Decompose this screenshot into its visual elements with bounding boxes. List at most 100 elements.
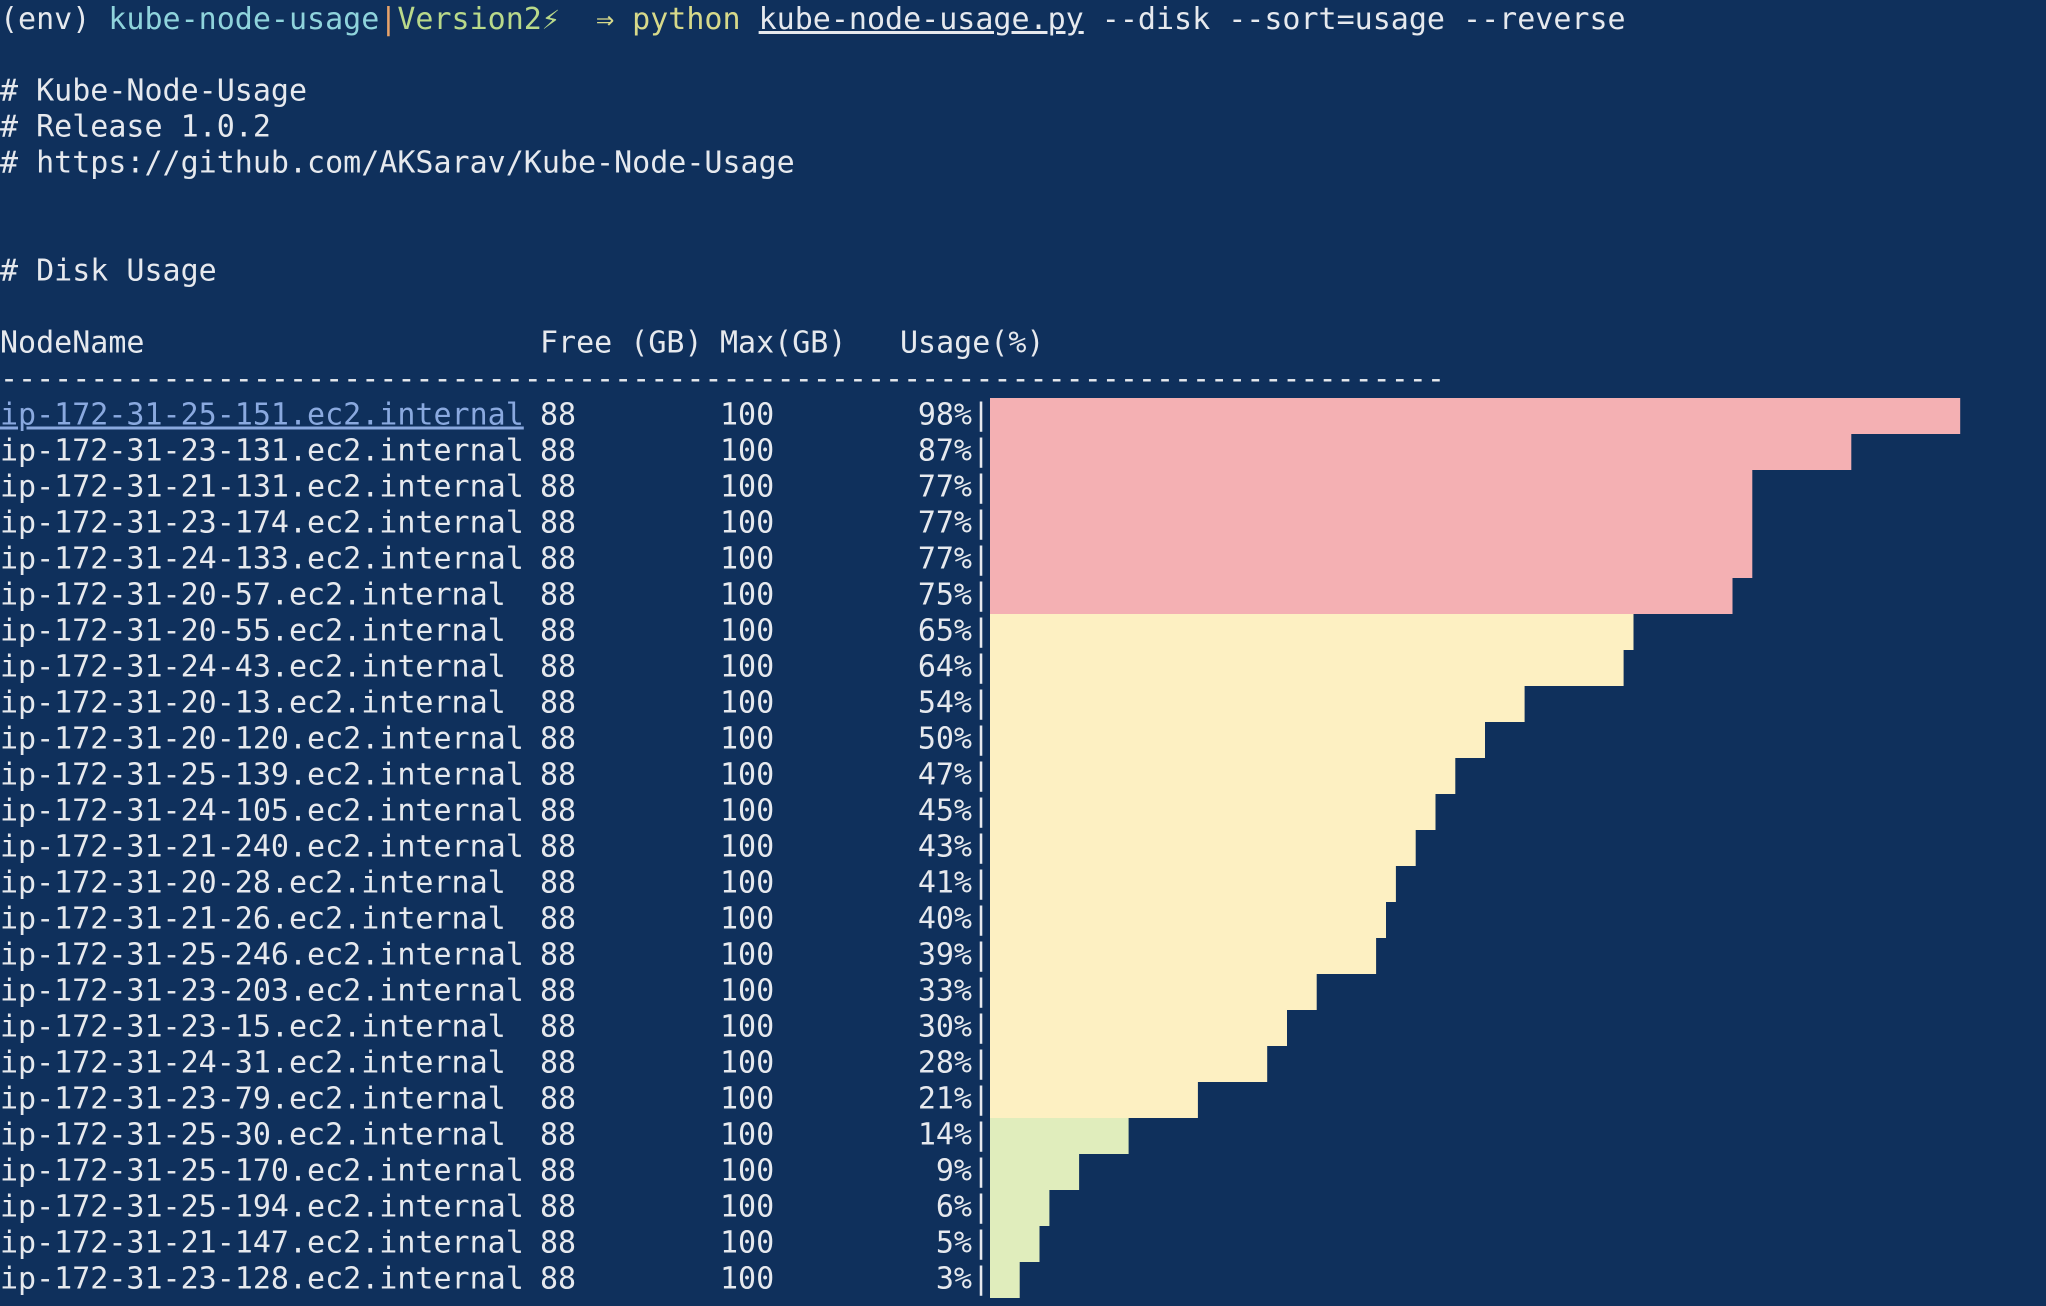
max-gb: 100 [720, 1046, 774, 1081]
section-title: # Disk Usage [0, 254, 217, 289]
max-gb: 100 [720, 434, 774, 469]
banner-line: # https://github.com/AKSarav/Kube-Node-U… [0, 146, 795, 181]
free-gb: 88 [540, 1226, 576, 1261]
max-gb: 100 [720, 1190, 774, 1225]
env: (env) [0, 2, 90, 37]
max-gb: 100 [720, 830, 774, 865]
node-name: ip-172-31-25-30.ec2.internal [0, 1118, 506, 1153]
free-gb: 88 [540, 1118, 576, 1153]
max-gb: 100 [720, 758, 774, 793]
bar-edge: | [972, 506, 990, 541]
free-gb: 88 [540, 1190, 576, 1225]
node-name: ip-172-31-20-13.ec2.internal [0, 686, 506, 721]
free-gb: 88 [540, 578, 576, 613]
bar-edge: | [972, 1082, 990, 1117]
free-gb: 88 [540, 1046, 576, 1081]
usage-bar [990, 542, 1753, 578]
args: --disk --sort=usage --reverse [1102, 2, 1626, 37]
bar-edge: | [972, 542, 990, 577]
usage-label: 28% [918, 1046, 972, 1081]
usage-label: 65% [918, 614, 972, 649]
free-gb: 88 [540, 794, 576, 829]
node-name: ip-172-31-23-174.ec2.internal [0, 506, 524, 541]
usage-bar [990, 794, 1436, 830]
usage-bar [990, 1082, 1198, 1118]
usage-bar [990, 506, 1753, 542]
usage-bar [990, 1190, 1050, 1226]
usage-bar [990, 866, 1396, 902]
max-gb: 100 [720, 578, 774, 613]
banner-line: # Kube-Node-Usage [0, 74, 307, 109]
header-usage: Usage(%) [900, 326, 1045, 361]
usage-bar [990, 1046, 1268, 1082]
bar-edge: | [972, 614, 990, 649]
usage-label: 47% [918, 758, 972, 793]
bar-edge: | [972, 794, 990, 829]
max-gb: 100 [720, 938, 774, 973]
node-name: ip-172-31-25-246.ec2.internal [0, 938, 524, 973]
bar-edge: | [972, 470, 990, 505]
free-gb: 88 [540, 650, 576, 685]
node-name: ip-172-31-25-151.ec2.internal [0, 398, 524, 433]
script: kube-node-usage.py [759, 2, 1084, 37]
node-name: ip-172-31-23-15.ec2.internal [0, 1010, 506, 1045]
usage-bar [990, 434, 1852, 470]
usage-label: 64% [918, 650, 972, 685]
usage-label: 77% [918, 470, 972, 505]
header-node: NodeName [0, 326, 145, 361]
node-name: ip-172-31-21-131.ec2.internal [0, 470, 524, 505]
node-name: ip-172-31-25-170.ec2.internal [0, 1154, 524, 1189]
free-gb: 88 [540, 1154, 576, 1189]
free-gb: 88 [540, 722, 576, 757]
max-gb: 100 [720, 614, 774, 649]
node-name: ip-172-31-20-57.ec2.internal [0, 578, 506, 613]
usage-bar [990, 470, 1753, 506]
usage-bar [990, 398, 1961, 434]
free-gb: 88 [540, 1010, 576, 1045]
usage-bar [990, 1226, 1040, 1262]
usage-label: 39% [918, 938, 972, 973]
usage-label: 41% [918, 866, 972, 901]
node-name: ip-172-31-24-105.ec2.internal [0, 794, 524, 829]
usage-label: 98% [918, 398, 972, 433]
usage-label: 75% [918, 578, 972, 613]
bar-edge: | [972, 1046, 990, 1081]
usage-label: 9% [936, 1154, 972, 1189]
max-gb: 100 [720, 506, 774, 541]
free-gb: 88 [540, 434, 576, 469]
usage-bar [990, 1154, 1080, 1190]
free-gb: 88 [540, 758, 576, 793]
usage-bar [990, 722, 1485, 758]
usage-bar [990, 974, 1317, 1010]
bar-edge: | [972, 1262, 990, 1297]
separator-line: ----------------------------------------… [0, 362, 1445, 397]
max-gb: 100 [720, 686, 774, 721]
bar-edge: | [972, 866, 990, 901]
bar-edge: | [972, 1226, 990, 1261]
node-name: ip-172-31-23-79.ec2.internal [0, 1082, 506, 1117]
node-name: ip-172-31-25-194.ec2.internal [0, 1190, 524, 1225]
max-gb: 100 [720, 1262, 774, 1297]
node-name: ip-172-31-23-131.ec2.internal [0, 434, 524, 469]
usage-label: 33% [918, 974, 972, 1009]
usage-label: 5% [936, 1226, 972, 1261]
bar-edge: | [972, 1190, 990, 1225]
usage-bar [990, 614, 1634, 650]
node-name: ip-172-31-24-133.ec2.internal [0, 542, 524, 577]
bar-edge: | [972, 722, 990, 757]
arrow: ⇒ python [596, 2, 741, 37]
node-name: ip-172-31-21-240.ec2.internal [0, 830, 524, 865]
bar-edge: | [972, 974, 990, 1009]
node-name: ip-172-31-23-203.ec2.internal [0, 974, 524, 1009]
max-gb: 100 [720, 1226, 774, 1261]
free-gb: 88 [540, 542, 576, 577]
usage-label: 77% [918, 506, 972, 541]
usage-label: 45% [918, 794, 972, 829]
max-gb: 100 [720, 398, 774, 433]
node-name: ip-172-31-21-147.ec2.internal [0, 1226, 524, 1261]
usage-label: 3% [936, 1262, 972, 1297]
usage-label: 30% [918, 1010, 972, 1045]
header-max: Max(GB) [720, 326, 846, 361]
usage-bar [990, 650, 1624, 686]
max-gb: 100 [720, 1010, 774, 1045]
